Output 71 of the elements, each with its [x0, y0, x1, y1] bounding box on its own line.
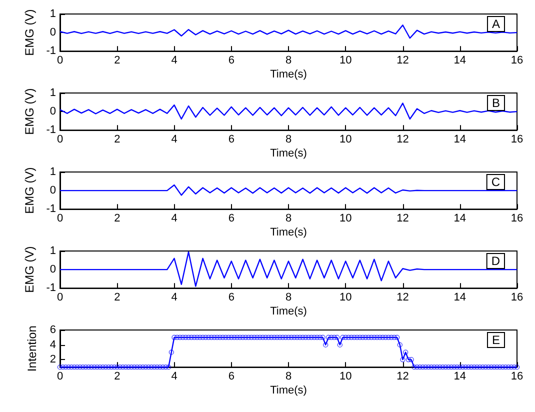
- x-tick-label: 14: [454, 292, 466, 304]
- x-tick-label: 10: [340, 54, 352, 67]
- y-tick-label: -1: [46, 124, 56, 136]
- y-tick-label: 1: [50, 87, 56, 99]
- x-tick-label: 16: [510, 292, 524, 304]
- annotation: C: [491, 175, 500, 189]
- x-tick-label: 4: [171, 134, 178, 146]
- annotation: A: [492, 17, 500, 31]
- x-tick-label: 12: [396, 134, 409, 146]
- y-tick-label: -1: [46, 45, 56, 58]
- y-tick-label: 1: [50, 8, 56, 20]
- x-axis-title: Time(s): [270, 306, 307, 318]
- y-axis-title: Intention: [25, 326, 39, 372]
- x-tick-label: 10: [340, 292, 352, 304]
- y-axis-title: EMG (V): [22, 167, 36, 214]
- x-tick-label: 2: [114, 134, 120, 146]
- x-tick-label: 16: [510, 212, 524, 225]
- x-tick-label: 4: [171, 370, 178, 383]
- x-tick-label: 10: [340, 370, 352, 383]
- x-tick-label: 16: [510, 54, 524, 67]
- y-tick-label: 1: [50, 245, 56, 257]
- x-tick-label: 6: [228, 292, 234, 304]
- y-tick-label: -1: [46, 203, 56, 216]
- y-axis-title: EMG (V): [22, 88, 36, 135]
- x-tick-label: 6: [228, 134, 234, 146]
- x-tick-label: 2: [114, 370, 120, 383]
- y-tick-label: 4: [50, 338, 56, 351]
- y-tick-label: 0: [50, 26, 56, 39]
- x-tick-label: 12: [396, 54, 409, 67]
- x-tick-label: 4: [171, 292, 178, 304]
- line-series: [59, 251, 518, 287]
- x-tick-label: 14: [454, 212, 466, 225]
- y-tick-label: 0: [50, 106, 56, 118]
- annotation: E: [492, 333, 500, 347]
- x-tick-label: 4: [171, 212, 178, 225]
- y-tick-label: -1: [46, 282, 56, 294]
- x-tick-label: 2: [114, 212, 120, 225]
- x-tick-label: 2: [114, 54, 120, 67]
- x-tick-label: 8: [285, 134, 292, 146]
- x-tick-label: 10: [340, 212, 352, 225]
- x-tick-label: 8: [285, 292, 292, 304]
- x-tick-label: 12: [396, 370, 409, 383]
- x-tick-label: 2: [114, 292, 120, 304]
- x-tick-label: 4: [171, 54, 178, 67]
- y-tick-label: 1: [50, 166, 56, 178]
- y-tick-label: 2: [50, 354, 56, 366]
- y-tick-label: 0: [50, 264, 56, 276]
- x-tick-label: 12: [396, 292, 409, 304]
- x-tick-label: 14: [454, 134, 466, 146]
- y-tick-label: 0: [50, 184, 56, 197]
- x-tick-label: 8: [285, 370, 292, 383]
- x-tick-label: 6: [228, 212, 234, 225]
- x-axis-title: Time(s): [270, 384, 307, 397]
- y-axis-title: EMG (V): [22, 246, 36, 293]
- x-tick-label: 16: [510, 370, 524, 383]
- x-tick-label: 14: [454, 54, 466, 67]
- x-tick-label: 14: [454, 370, 466, 383]
- annotation: D: [491, 254, 500, 268]
- x-tick-label: 6: [228, 370, 234, 383]
- x-tick-label: 8: [285, 54, 292, 67]
- annotation: B: [492, 96, 500, 110]
- x-tick-label: 6: [228, 54, 234, 67]
- y-tick-label: 6: [50, 324, 56, 336]
- x-axis-title: Time(s): [270, 148, 307, 160]
- x-axis-title: Time(s): [270, 68, 307, 81]
- x-tick-label: 10: [340, 134, 352, 146]
- x-tick-label: 16: [510, 134, 524, 146]
- x-axis-title: Time(s): [270, 226, 307, 239]
- x-tick-label: 12: [396, 212, 409, 225]
- x-tick-label: 8: [285, 212, 292, 225]
- y-axis-title: EMG (V): [22, 9, 36, 56]
